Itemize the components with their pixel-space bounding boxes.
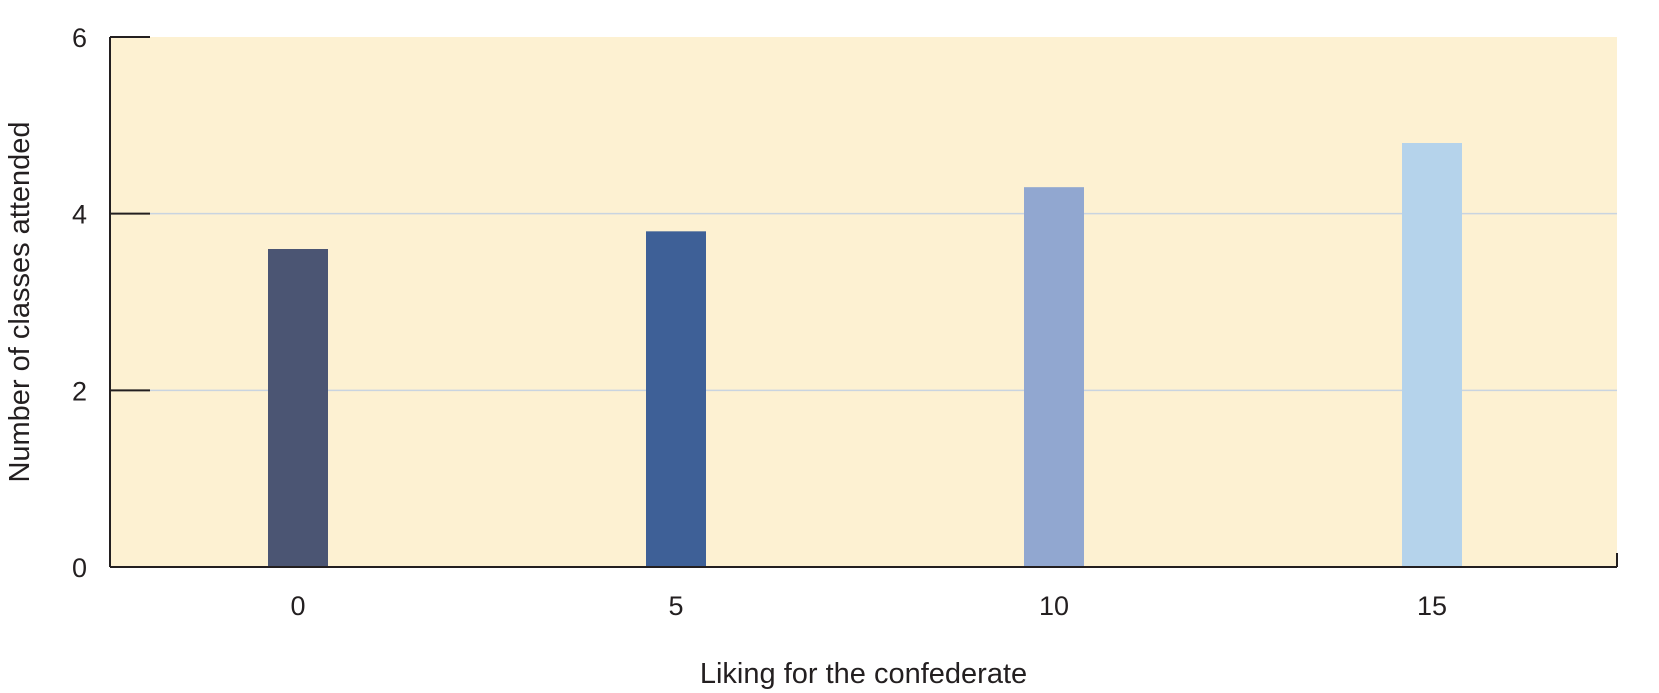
y-tick-label: 0: [72, 553, 87, 583]
y-tick-label: 2: [72, 376, 87, 406]
x-tick-label: 0: [290, 591, 305, 621]
bar: [1024, 187, 1084, 567]
x-tick-labels: 0 5 10 15: [290, 591, 1447, 621]
y-tick-label: 6: [72, 23, 87, 53]
axes: [109, 36, 1618, 568]
x-tick-label: 15: [1417, 591, 1447, 621]
bars: [268, 143, 1462, 568]
plot-area: [110, 37, 1617, 567]
gridlines: [110, 212, 1617, 392]
x-axis-title: Liking for the confederate: [700, 658, 1027, 690]
y-tick-label: 4: [72, 200, 87, 230]
x-tick-label: 5: [668, 591, 683, 621]
bar: [1402, 143, 1462, 567]
bar: [268, 249, 328, 567]
y-axis-title: Number of classes attended: [4, 121, 36, 482]
y-tick-labels: 0 2 4 6: [72, 23, 87, 583]
bar: [646, 231, 706, 568]
x-tick-label: 10: [1039, 591, 1069, 621]
